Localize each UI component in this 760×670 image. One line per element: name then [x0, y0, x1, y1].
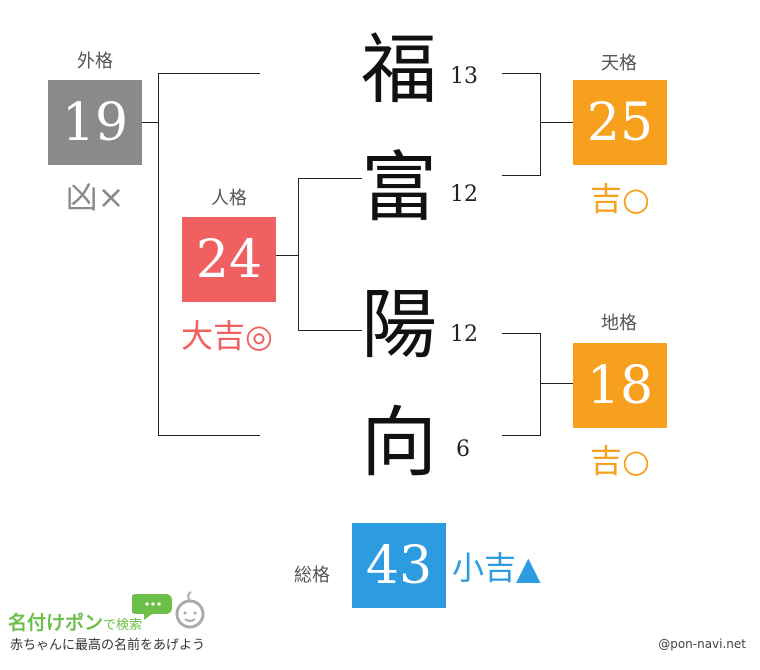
connector-line: [142, 122, 158, 123]
jinkaku-value: 24: [182, 217, 276, 302]
connector-line: [298, 330, 362, 331]
connector-line: [158, 73, 159, 436]
connector-line: [540, 122, 573, 123]
connector-line: [540, 333, 541, 436]
logo-title: 名付けポン: [8, 612, 104, 634]
tenkaku-label: 天格: [601, 53, 637, 74]
tagline: 赤ちゃんに最高の名前をあげよう: [10, 638, 206, 653]
gaikaku-value: 19: [48, 80, 142, 165]
connector-line: [502, 333, 540, 334]
logo-suffix: で検索: [103, 618, 143, 633]
chikaku-verdict: 吉○: [590, 442, 650, 480]
name-char: 陽: [361, 280, 437, 369]
connector-line: [298, 178, 299, 331]
connector-line: [540, 383, 573, 384]
stroke-count: 13: [450, 64, 478, 89]
soukaku-value: 43: [352, 523, 446, 608]
stroke-count: 6: [456, 437, 470, 462]
stroke-count: 12: [450, 182, 478, 207]
tenkaku-verdict: 吉○: [590, 180, 650, 218]
soukaku-verdict: 小吉▲: [452, 549, 541, 587]
logo: 名付けポンで検索: [8, 608, 142, 635]
stroke-count: 12: [450, 322, 478, 347]
gaikaku-verdict: 凶×: [65, 178, 125, 216]
name-char: 向: [361, 398, 437, 487]
credit: @pon-navi.net: [658, 637, 746, 651]
connector-line: [540, 73, 541, 176]
soukaku-label: 総格: [294, 565, 330, 586]
name-char: 富: [361, 143, 437, 232]
connector-line: [158, 435, 260, 436]
jinkaku-label: 人格: [211, 188, 247, 209]
connector-line: [502, 73, 540, 74]
baby-chat-icon: [132, 591, 205, 629]
connector-line: [502, 435, 540, 436]
tenkaku-value: 25: [573, 80, 667, 165]
chikaku-label: 地格: [601, 313, 637, 334]
connector-line: [158, 73, 260, 74]
gaikaku-label: 外格: [77, 51, 113, 72]
chikaku-value: 18: [573, 343, 667, 428]
connector-line: [298, 178, 362, 179]
jinkaku-verdict: 大吉◎: [181, 317, 273, 355]
connector-line: [502, 175, 540, 176]
connector-line: [276, 255, 298, 256]
name-char: 福: [361, 25, 437, 114]
